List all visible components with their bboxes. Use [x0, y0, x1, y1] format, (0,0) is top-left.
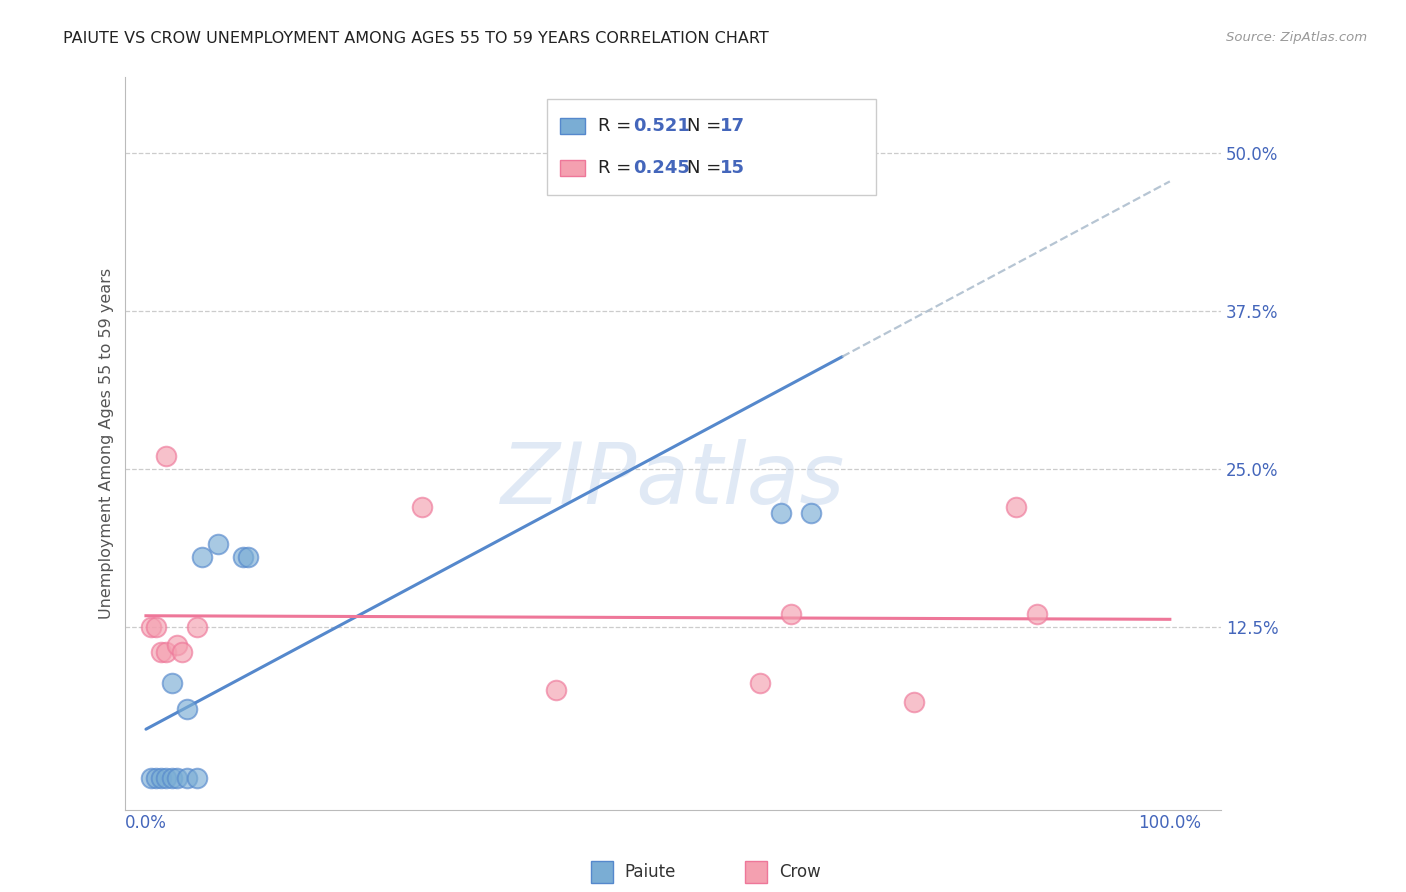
Point [831, 146, 853, 161]
Point [155, 449, 177, 463]
Point [139, 771, 162, 785]
Text: ZIPatlas: ZIPatlas [501, 439, 845, 522]
Point [769, 506, 792, 520]
Point [155, 645, 177, 659]
Point [170, 645, 193, 659]
Point [145, 619, 167, 633]
Text: N =: N = [688, 159, 727, 177]
Text: R =: R = [598, 159, 637, 177]
Bar [561, 160, 585, 176]
Point [1005, 500, 1028, 514]
Point [155, 771, 177, 785]
Point [176, 701, 198, 715]
Point [145, 771, 167, 785]
Text: 15: 15 [720, 159, 745, 177]
Y-axis label: Unemployment Among Ages 55 to 59 years: Unemployment Among Ages 55 to 59 years [100, 268, 114, 619]
Point [411, 500, 433, 514]
Text: Crow: Crow [779, 863, 821, 881]
Text: N =: N = [688, 117, 727, 135]
Point [238, 550, 260, 565]
Text: 17: 17 [720, 117, 745, 135]
Point [800, 506, 823, 520]
Text: Paiute: Paiute [624, 863, 675, 881]
Point [1025, 607, 1047, 621]
Point [186, 619, 208, 633]
Point [166, 639, 188, 653]
Text: PAIUTE VS CROW UNEMPLOYMENT AMONG AGES 55 TO 59 YEARS CORRELATION CHART: PAIUTE VS CROW UNEMPLOYMENT AMONG AGES 5… [63, 31, 769, 46]
Point [903, 695, 925, 709]
Point [191, 550, 214, 565]
Point [139, 619, 162, 633]
Point [207, 537, 229, 551]
Point [749, 676, 772, 690]
Text: 0.245: 0.245 [633, 159, 689, 177]
Point [544, 682, 567, 697]
Point [160, 676, 183, 690]
Point [160, 771, 183, 785]
Text: R =: R = [598, 117, 637, 135]
Point [186, 771, 208, 785]
Point [232, 550, 254, 565]
FancyBboxPatch shape [547, 99, 876, 194]
Text: Source: ZipAtlas.com: Source: ZipAtlas.com [1226, 31, 1367, 45]
Bar [561, 118, 585, 134]
Point [150, 645, 173, 659]
Point [176, 771, 198, 785]
Point [150, 771, 173, 785]
Point [780, 607, 803, 621]
Point [166, 771, 188, 785]
Text: 0.521: 0.521 [633, 117, 689, 135]
